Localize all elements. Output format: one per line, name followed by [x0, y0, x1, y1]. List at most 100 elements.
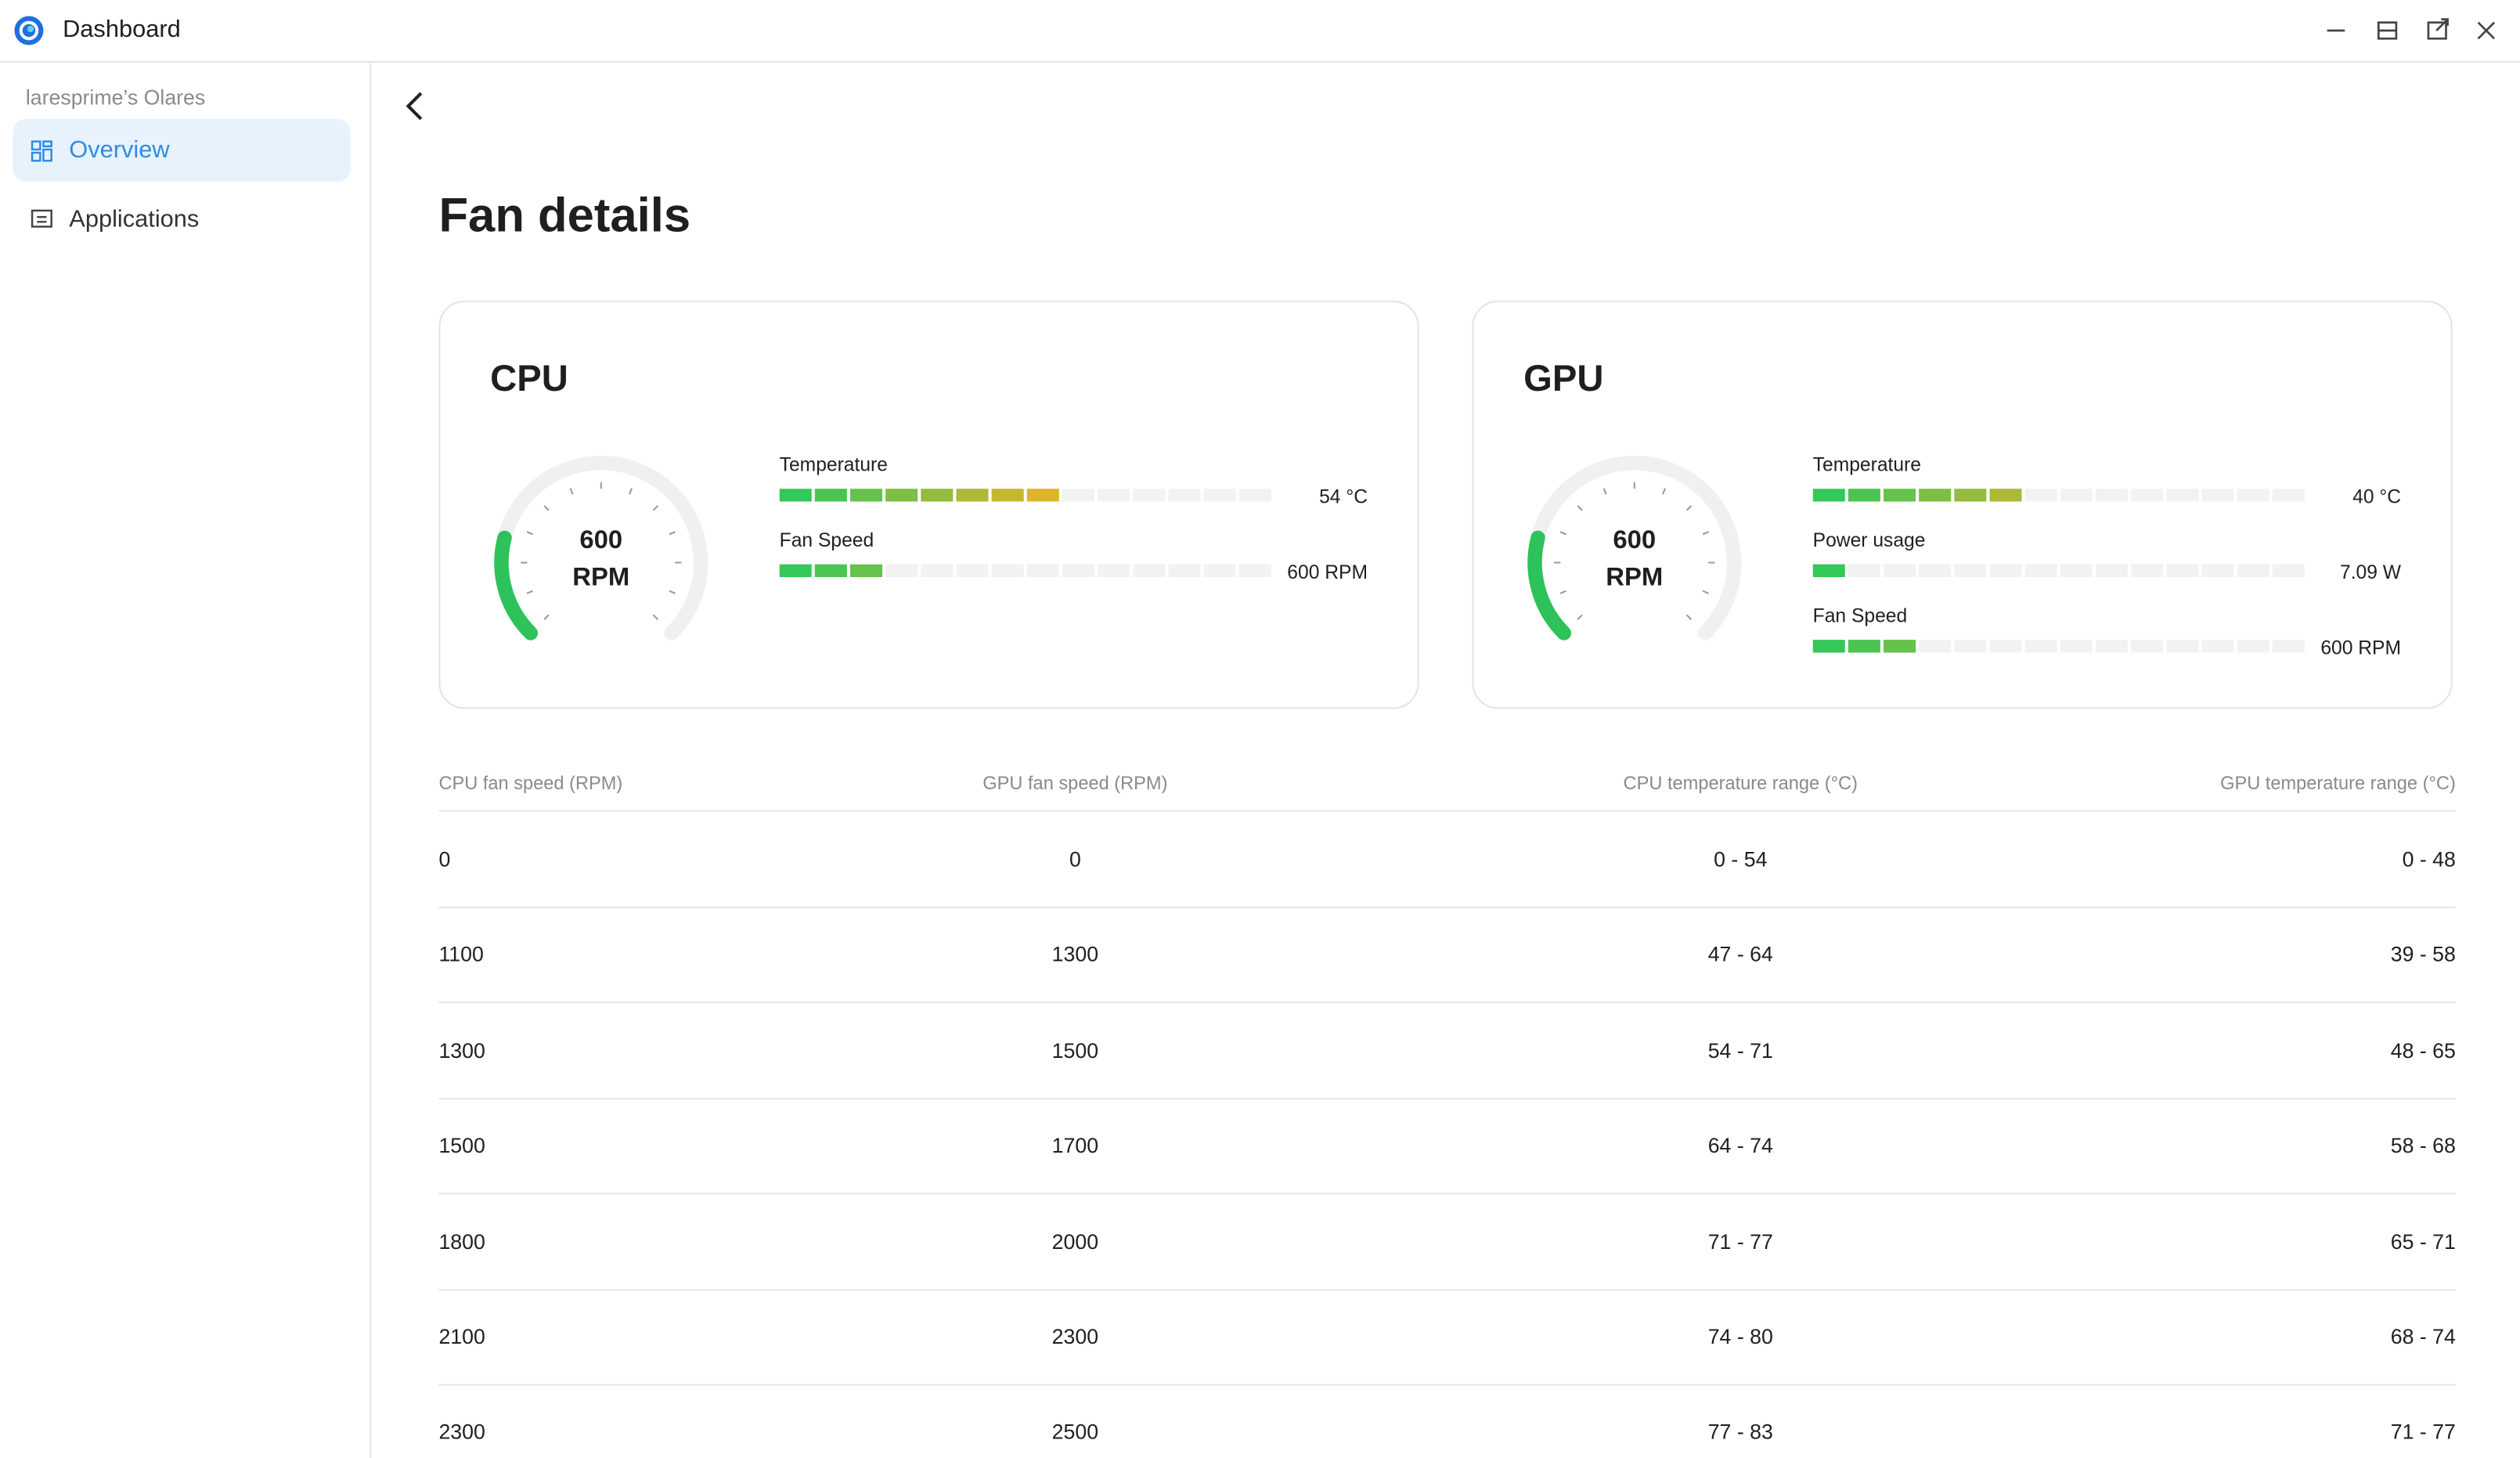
table-cell: 64 - 74	[1707, 1133, 1773, 1158]
table-cell: 77 - 83	[1707, 1420, 1773, 1445]
bar-segment	[1133, 564, 1166, 577]
bar-segment	[1062, 489, 1095, 502]
bar-segment	[2131, 640, 2164, 653]
metric-label: Power usage	[1812, 529, 1926, 552]
table-cell: 2300	[1051, 1324, 1099, 1349]
bar-segment	[956, 564, 989, 577]
bar-segment	[1883, 489, 1916, 502]
level-bar	[1812, 489, 2305, 502]
gauge-fill	[494, 530, 539, 641]
app-icon	[14, 16, 44, 45]
bar-segment	[1989, 640, 2022, 653]
bar-segment	[2060, 640, 2093, 653]
gauge-tick	[1661, 488, 1667, 495]
bar-segment	[1238, 564, 1271, 577]
gauge-tick	[569, 488, 574, 495]
level-fill	[1812, 564, 1845, 577]
window-controls[interactable]	[2320, 16, 2504, 45]
bar-segment	[2201, 640, 2234, 653]
table-header-divider	[438, 810, 2456, 812]
table-cell: 0	[438, 846, 451, 872]
account-name: laresprime’s Olares	[25, 85, 206, 110]
level-bar	[779, 564, 1271, 577]
row-divider	[438, 906, 2456, 908]
bar-segment	[1989, 489, 2022, 502]
level-fill	[779, 564, 883, 577]
row-divider	[438, 1384, 2456, 1386]
table-cell: 48 - 65	[2390, 1038, 2456, 1063]
bar-segment	[2237, 640, 2269, 653]
bar-segment	[849, 489, 883, 502]
table-cell: 1300	[1051, 942, 1099, 967]
gauge-tick	[1577, 505, 1583, 511]
bar-segment	[991, 489, 1024, 502]
level-fill	[779, 489, 1059, 502]
bar-segment	[921, 564, 954, 577]
bar-segment	[921, 489, 954, 502]
level-fill	[1812, 640, 1916, 653]
back-button[interactable]	[398, 90, 431, 122]
bar-segment	[2201, 489, 2234, 502]
window-title: Dashboard	[63, 16, 181, 44]
table-cell: 2000	[1051, 1229, 1099, 1254]
bar-segment	[1919, 489, 1952, 502]
bar-segment	[779, 489, 812, 502]
table-cell: 0 - 54	[1714, 846, 1768, 872]
table-cell: 1700	[1051, 1133, 1099, 1158]
metric-label: Temperature	[779, 453, 888, 476]
bar-segment	[2131, 489, 2164, 502]
level-bar	[1812, 564, 2305, 577]
gauge-tick	[1702, 590, 1710, 594]
gauge-tick	[526, 590, 533, 594]
gauge-tick	[652, 614, 659, 620]
nav-item[interactable]: Applications	[69, 205, 200, 233]
table-header: CPU temperature range (°C)	[1623, 774, 1858, 795]
metric-value: 54 °C	[1319, 485, 1368, 508]
bar-segment	[2237, 564, 2269, 577]
gauge-value: 600	[1613, 527, 1657, 555]
gauge-tick	[1559, 531, 1566, 536]
titlebar-divider	[0, 61, 2520, 63]
bar-segment	[1848, 640, 1880, 653]
bar-segment	[814, 489, 847, 502]
metric-label: Fan Speed	[779, 529, 874, 552]
sidebar-divider	[370, 63, 372, 1458]
bar-segment	[1919, 640, 1952, 653]
table-cell: 1300	[438, 1038, 485, 1063]
row-divider	[438, 1193, 2456, 1195]
row-divider	[438, 1001, 2456, 1004]
gauge-tick	[1685, 614, 1693, 620]
metric-value: 40 °C	[2352, 485, 2402, 508]
nav-item[interactable]: Overview	[69, 136, 170, 164]
nav-active-bg	[13, 118, 351, 182]
bar-segment	[956, 489, 989, 502]
bar-segment	[2272, 564, 2305, 577]
bar-segment	[2024, 564, 2057, 577]
gauge-unit: RPM	[1606, 564, 1664, 592]
gauge-unit: RPM	[572, 564, 630, 592]
bar-segment	[2095, 489, 2129, 502]
table-cell: 71 - 77	[1707, 1229, 1773, 1254]
bar-segment	[1133, 489, 1166, 502]
table-cell: 58 - 68	[2390, 1133, 2456, 1158]
level-fill	[1812, 489, 2022, 502]
bar-segment	[814, 564, 847, 577]
gauge-fill	[1527, 530, 1572, 641]
table-cell: 2300	[438, 1420, 485, 1445]
bar-segment	[1954, 640, 1987, 653]
bar-segment	[1954, 489, 1987, 502]
bar-segment	[1026, 564, 1059, 577]
bar-segment	[2131, 564, 2164, 577]
bar-segment	[1098, 564, 1130, 577]
bar-segment	[2095, 564, 2129, 577]
bar-segment	[2024, 640, 2057, 653]
bar-segment	[1812, 489, 1845, 502]
gauge-tick	[669, 531, 676, 536]
bar-segment	[1203, 564, 1236, 577]
gauge-tick	[543, 505, 550, 511]
row-divider	[438, 1097, 2456, 1099]
gauge	[494, 456, 708, 641]
gauge-tick	[1702, 531, 1710, 536]
table-cell: 1800	[438, 1229, 485, 1254]
